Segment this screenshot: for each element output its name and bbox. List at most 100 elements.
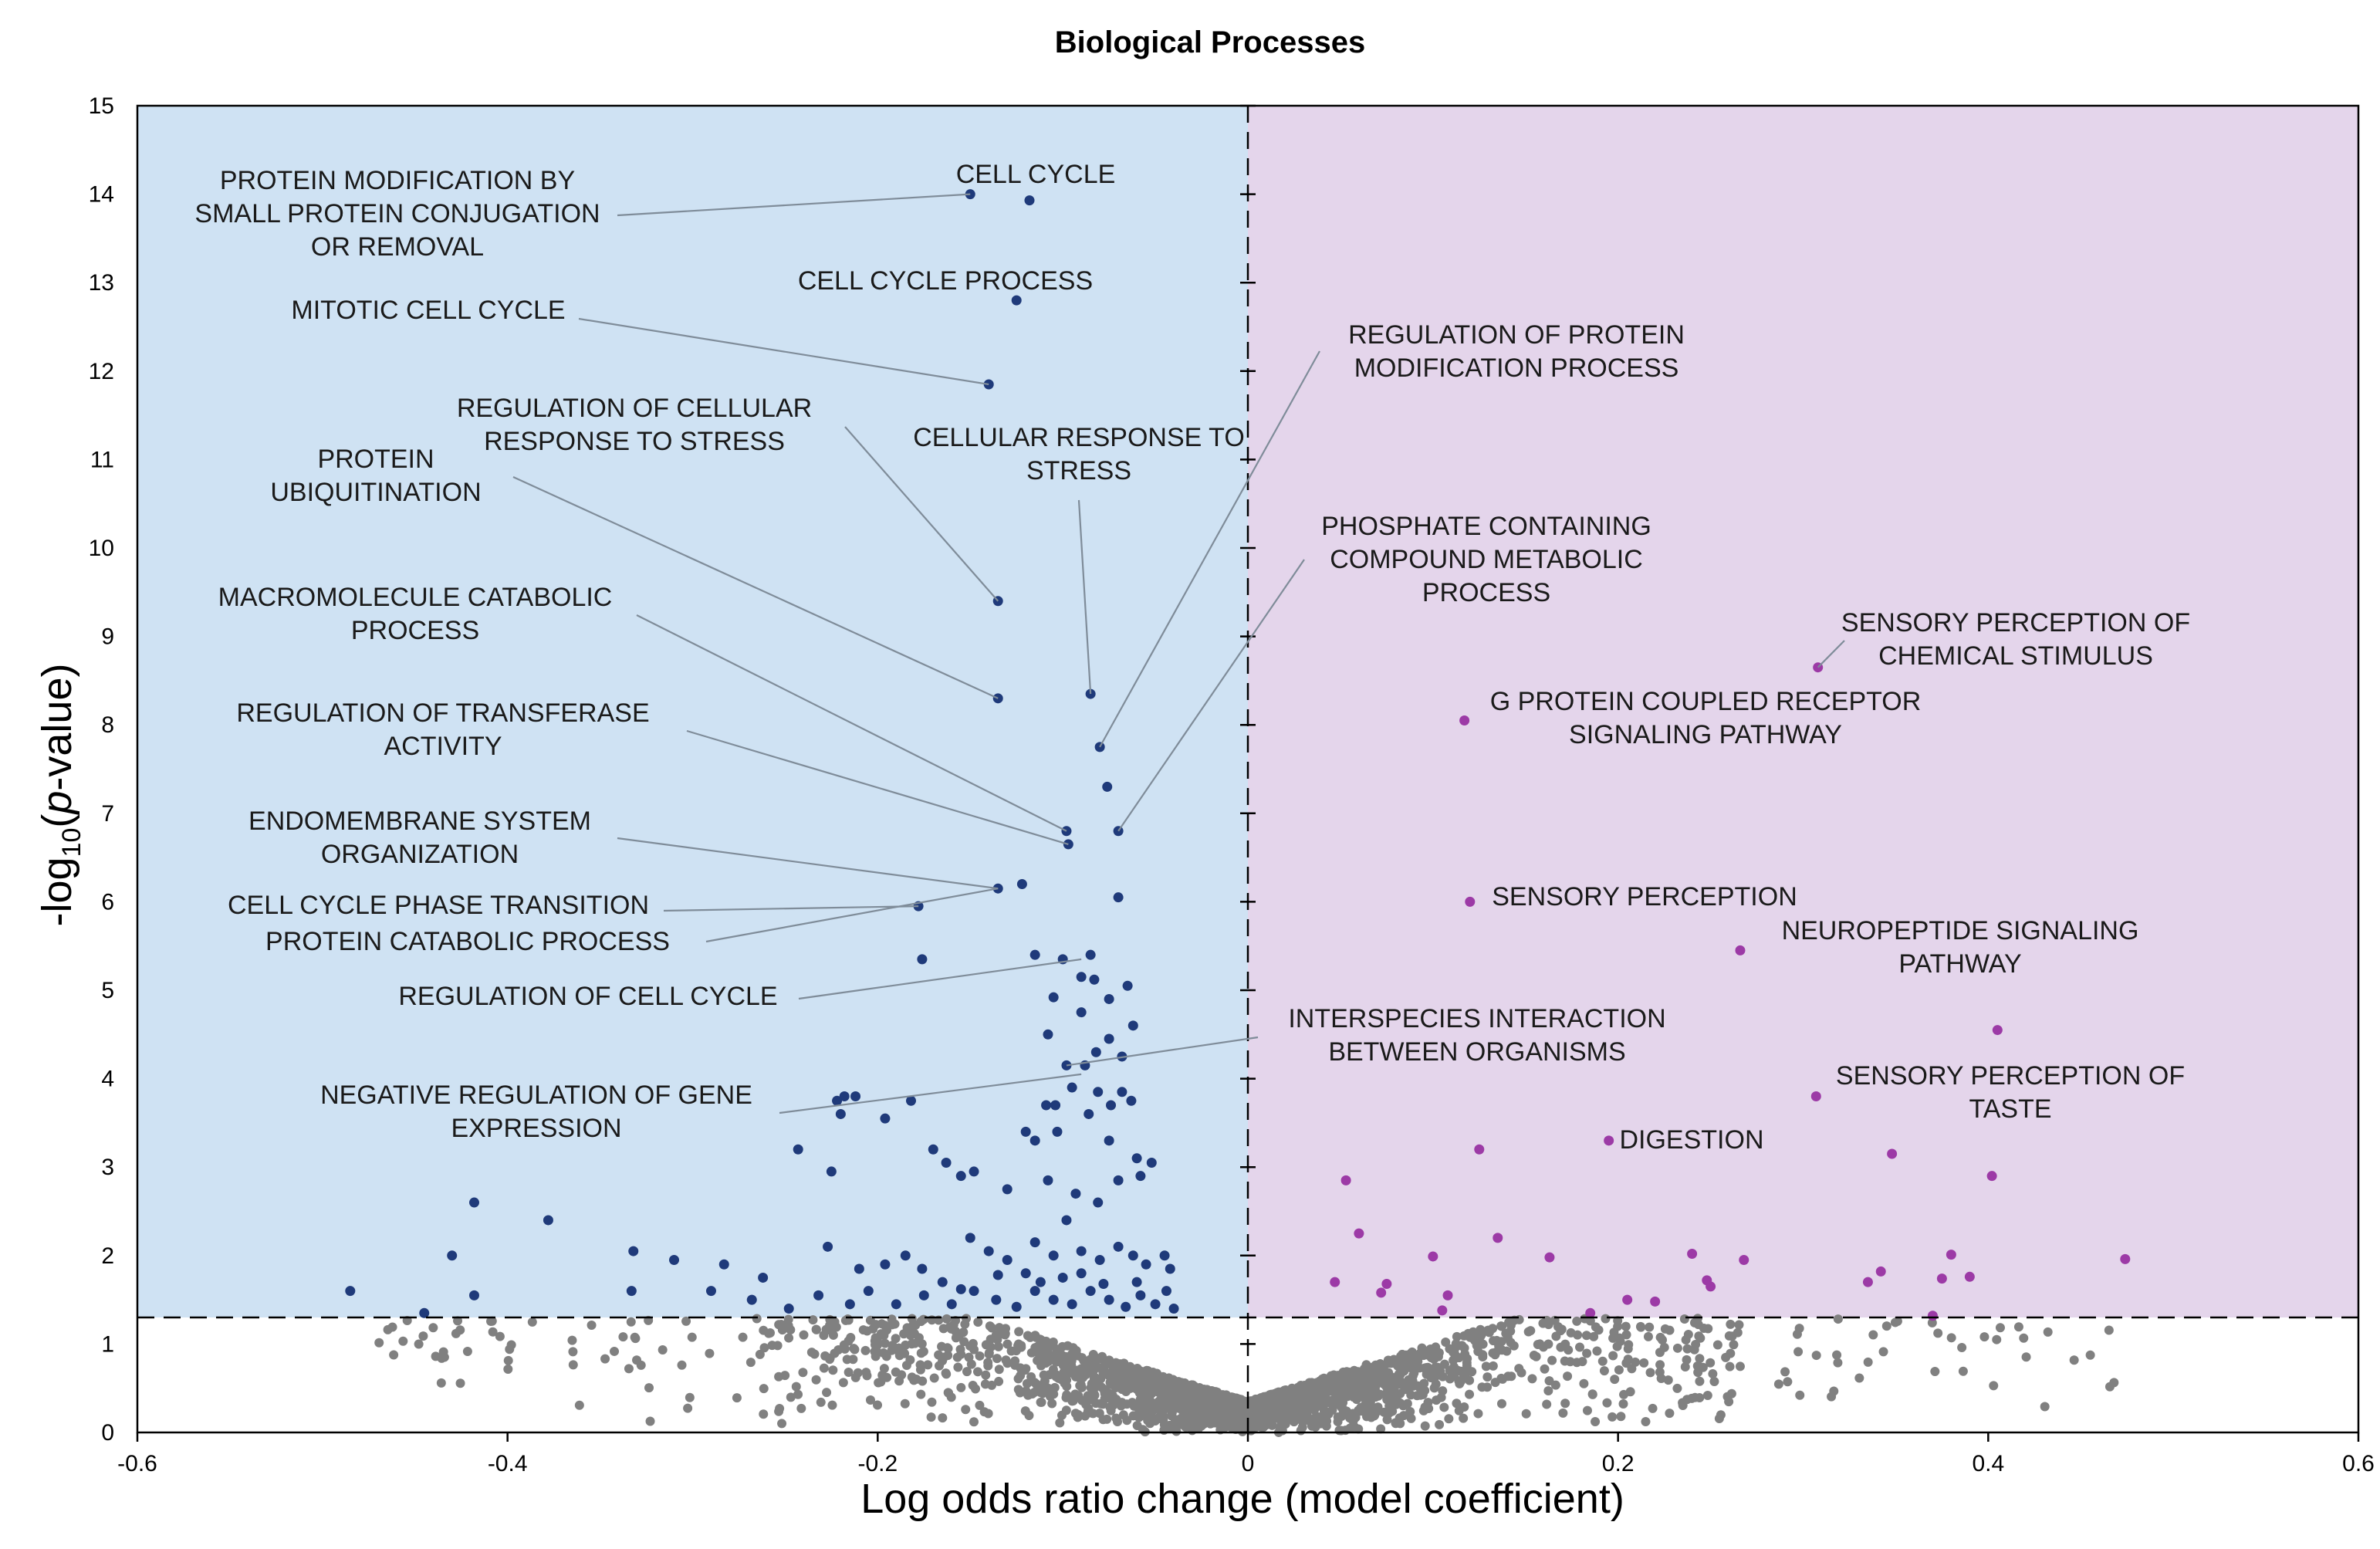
- nonsignificant-point: [645, 1416, 655, 1426]
- annotation-line: CELL CYCLE PHASE TRANSITION: [228, 891, 649, 920]
- nonsignificant-point: [1175, 1391, 1185, 1401]
- data-point: [992, 1270, 1003, 1280]
- nonsignificant-point: [1597, 1356, 1608, 1366]
- nonsignificant-point: [793, 1389, 803, 1399]
- y-tick-label: 10: [89, 536, 114, 561]
- nonsignificant-point: [1477, 1382, 1487, 1392]
- nonsignificant-point: [825, 1321, 835, 1331]
- nonsignificant-point: [1382, 1415, 1392, 1425]
- nonsignificant-point: [846, 1333, 856, 1343]
- nonsignificant-point: [1792, 1329, 1802, 1339]
- nonsignificant-point: [1372, 1377, 1382, 1387]
- nonsignificant-point: [1829, 1386, 1839, 1396]
- nonsignificant-point: [879, 1364, 889, 1374]
- data-point: [850, 1091, 861, 1102]
- nonsignificant-point: [1082, 1365, 1092, 1375]
- nonsignificant-point: [1423, 1398, 1433, 1408]
- data-point: [1043, 1029, 1053, 1040]
- nonsignificant-point: [1682, 1344, 1692, 1354]
- data-point: [835, 1108, 846, 1119]
- nonsignificant-point: [894, 1343, 904, 1353]
- data-point: [1622, 1294, 1633, 1305]
- nonsignificant-point: [1543, 1317, 1553, 1327]
- nonsignificant-point: [1594, 1325, 1604, 1335]
- nonsignificant-point: [1102, 1414, 1112, 1424]
- nonsignificant-point: [1615, 1336, 1625, 1346]
- nonsignificant-point: [1039, 1337, 1049, 1347]
- nonsignificant-point: [1128, 1374, 1138, 1384]
- nonsignificant-point: [1735, 1361, 1745, 1371]
- nonsignificant-point: [453, 1316, 463, 1326]
- annotation-label: NEUROPEPTIDE SIGNALING PATHWAY: [1782, 916, 2139, 979]
- nonsignificant-point: [918, 1347, 928, 1357]
- nonsignificant-point: [1296, 1426, 1306, 1436]
- nonsignificant-point: [1601, 1314, 1611, 1324]
- nonsignificant-point: [962, 1314, 972, 1324]
- data-point: [1050, 1100, 1061, 1111]
- nonsignificant-point: [784, 1333, 794, 1343]
- annotation-line: SIGNALING PATHWAY: [1569, 720, 1842, 749]
- nonsignificant-point: [1187, 1426, 1197, 1436]
- y-tick-label: 14: [89, 182, 114, 208]
- nonsignificant-point: [874, 1378, 884, 1388]
- data-point: [969, 1286, 979, 1297]
- nonsignificant-point: [985, 1321, 995, 1331]
- nonsignificant-point: [1641, 1416, 1651, 1426]
- nonsignificant-point: [1501, 1328, 1511, 1338]
- nonsignificant-point: [1483, 1325, 1493, 1335]
- data-point: [844, 1299, 855, 1310]
- nonsignificant-point: [1016, 1371, 1026, 1381]
- data-point: [928, 1144, 938, 1155]
- annotation-line: EXPRESSION: [451, 1114, 621, 1143]
- nonsignificant-point: [1682, 1355, 1692, 1365]
- nonsignificant-point: [1592, 1346, 1602, 1356]
- annotation-line: ENDOMEMBRANE SYSTEM: [248, 807, 591, 836]
- nonsignificant-point: [1516, 1368, 1526, 1378]
- nonsignificant-point: [877, 1319, 887, 1329]
- data-point: [1122, 980, 1133, 991]
- data-point: [1135, 1290, 1146, 1300]
- data-point: [1135, 1171, 1146, 1182]
- nonsignificant-point: [992, 1354, 1002, 1364]
- nonsignificant-point: [610, 1346, 620, 1356]
- nonsignificant-point: [1726, 1319, 1736, 1329]
- annotation-label: NEGATIVE REGULATION OF GENE EXPRESSION: [320, 1081, 752, 1143]
- data-point: [543, 1215, 553, 1226]
- data-point: [1650, 1296, 1661, 1307]
- annotation-line: ORGANIZATION: [321, 840, 519, 869]
- nonsignificant-point: [959, 1337, 969, 1347]
- annotation-label: REGULATION OF CELLULAR RESPONSE TO STRESS: [457, 394, 812, 456]
- data-point: [823, 1241, 833, 1252]
- nonsignificant-point: [1655, 1360, 1665, 1370]
- y-tick-label: 12: [89, 359, 114, 384]
- nonsignificant-point: [752, 1314, 762, 1324]
- nonsignificant-point: [1543, 1339, 1553, 1349]
- nonsignificant-point: [462, 1346, 472, 1356]
- nonsignificant-point: [1621, 1330, 1631, 1340]
- nonsignificant-point: [1310, 1388, 1320, 1398]
- nonsignificant-point: [872, 1334, 882, 1344]
- nonsignificant-point: [1091, 1398, 1101, 1409]
- x-tick-label: 0.4: [1972, 1451, 2004, 1476]
- nonsignificant-point: [1435, 1419, 1445, 1429]
- data-point: [1085, 1286, 1096, 1297]
- nonsignificant-point: [1665, 1409, 1675, 1419]
- nonsignificant-point: [1618, 1398, 1628, 1409]
- nonsignificant-point: [1589, 1331, 1599, 1341]
- annotation-line: MACROMOLECULE CATABOLIC: [218, 583, 613, 612]
- x-tick-label: -0.2: [857, 1451, 898, 1476]
- nonsignificant-point: [1502, 1346, 1512, 1356]
- nonsignificant-point: [1269, 1413, 1280, 1423]
- data-point: [1887, 1148, 1898, 1159]
- nonsignificant-point: [2085, 1350, 2095, 1360]
- nonsignificant-point: [772, 1341, 783, 1351]
- nonsignificant-point: [860, 1345, 871, 1355]
- nonsignificant-point: [862, 1371, 872, 1381]
- data-point: [1127, 1020, 1138, 1031]
- data-point: [1020, 1126, 1031, 1137]
- nonsignificant-point: [891, 1334, 901, 1344]
- y-axis-title-subscript: 10: [57, 828, 86, 857]
- data-point: [1084, 1108, 1094, 1119]
- data-point: [826, 1166, 837, 1177]
- nonsignificant-point: [1678, 1400, 1688, 1410]
